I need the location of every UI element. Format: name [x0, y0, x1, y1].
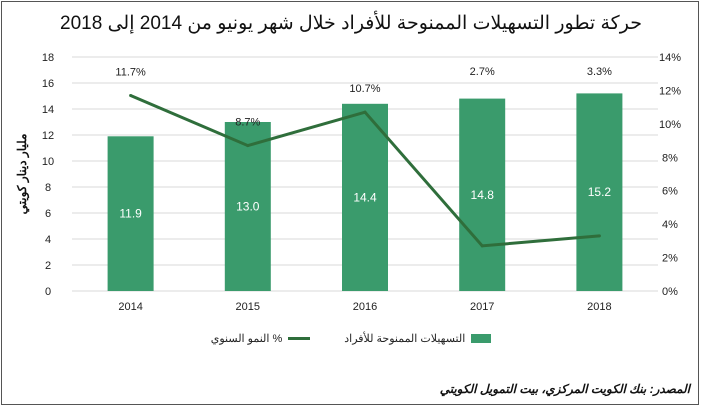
y-tick-label: 14	[42, 104, 54, 116]
y2-tick-label: 12%	[659, 85, 681, 97]
line-point	[363, 110, 367, 114]
bar-value-label: 13.0	[236, 200, 260, 214]
legend-swatch-bar	[471, 334, 492, 343]
legend: التسهيلات الممنوحة للأفراد % النمو السنو…	[0, 332, 702, 345]
y-tick-label: 18	[42, 52, 54, 64]
y-axis-title: مليار دينار كويتي	[15, 134, 30, 215]
x-tick-label: 2015	[236, 301, 260, 313]
y-tick-label: 16	[42, 78, 54, 90]
bar	[224, 122, 271, 291]
legend-item-bars: التسهيلات الممنوحة للأفراد	[344, 332, 492, 345]
x-tick-label: 2017	[470, 301, 494, 313]
y-tick-label: 0	[45, 286, 51, 298]
y-tick-label: 2	[45, 260, 51, 272]
bar-value-label: 14.4	[353, 190, 377, 204]
bar	[107, 136, 154, 291]
y-tick-label: 12	[42, 130, 54, 142]
bar-value-label: 15.2	[588, 185, 612, 199]
line-value-label: 10.7%	[349, 83, 380, 95]
bar	[576, 93, 623, 292]
line-value-label: 8.7%	[235, 117, 260, 129]
line-point	[480, 244, 484, 248]
legend-label-bars: التسهيلات الممنوحة للأفراد	[344, 333, 466, 345]
source-note: المصدر: بنك الكويت المركزي، بيت التمويل …	[439, 382, 690, 396]
legend-item-line: % النمو السنوي	[211, 332, 311, 345]
y2-tick-label: 6%	[662, 186, 678, 198]
x-tick-label: 2016	[353, 301, 377, 313]
bar	[342, 103, 388, 291]
y-tick-label: 10	[42, 156, 54, 168]
bar-value-label: 14.8	[471, 188, 495, 202]
legend-swatch-line	[288, 337, 311, 340]
y2-tick-label: 4%	[662, 219, 678, 231]
chart-title: حركة تطور التسهيلات الممنوحة للأفراد خلا…	[60, 13, 642, 34]
legend-label-line: % النمو السنوي	[210, 333, 283, 345]
y2-tick-label: 14%	[659, 52, 681, 64]
line-point	[597, 234, 601, 238]
y2-tick-label: 0%	[662, 286, 678, 298]
line-value-label: 3.3%	[587, 66, 612, 78]
line-value-label: 2.7%	[470, 66, 495, 78]
bar-value-label: 11.9	[119, 207, 142, 221]
line-value-label: 11.7%	[115, 66, 146, 78]
line-point	[246, 144, 250, 148]
y-tick-label: 6	[45, 208, 51, 220]
y-tick-label: 4	[45, 234, 51, 246]
bar	[459, 98, 506, 291]
y-tick-label: 8	[45, 182, 51, 194]
x-tick-label: 2014	[118, 301, 142, 313]
y2-tick-label: 2%	[662, 253, 678, 265]
y2-tick-label: 8%	[662, 152, 678, 164]
x-tick-label: 2018	[587, 301, 611, 313]
line-point	[129, 93, 133, 97]
y2-tick-label: 10%	[659, 119, 681, 131]
